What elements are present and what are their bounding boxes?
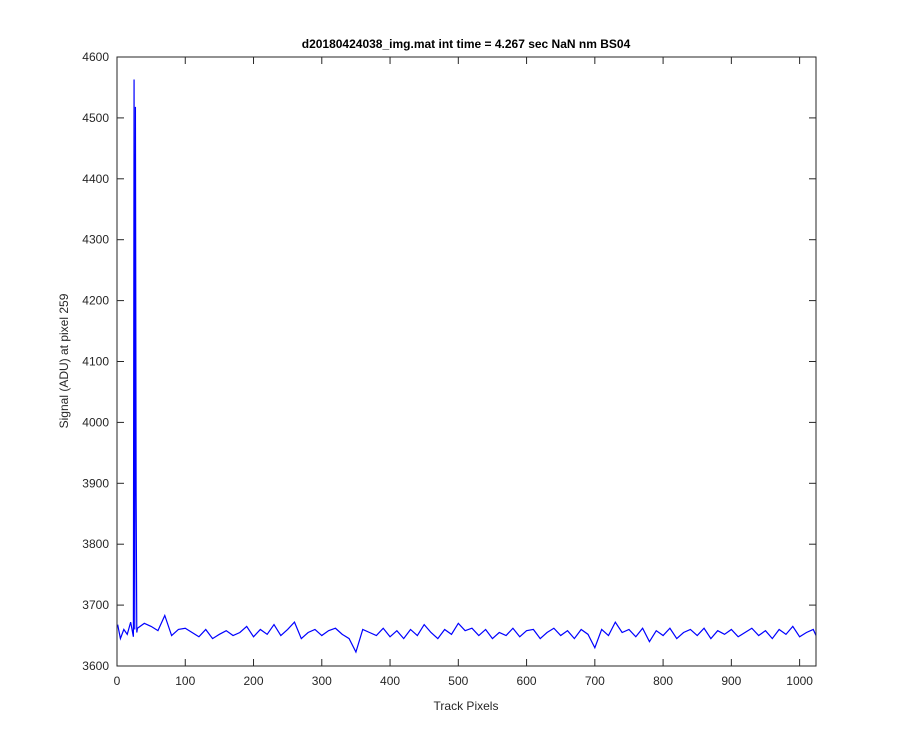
y-tick-label: 4200: [82, 294, 109, 308]
plot-area: [117, 57, 816, 666]
y-tick-label: 3700: [82, 598, 109, 612]
chart-title: d20180424038_img.mat int time = 4.267 se…: [302, 37, 631, 51]
x-tick-label: 100: [175, 674, 195, 688]
y-tick-label: 4600: [82, 50, 109, 64]
x-tick-label: 1000: [786, 674, 813, 688]
y-tick-label: 3900: [82, 476, 109, 490]
y-tick-label: 4100: [82, 355, 109, 369]
y-tick-label: 4300: [82, 233, 109, 247]
y-axis-label: Signal (ADU) at pixel 259: [57, 293, 71, 428]
x-tick-label: 300: [312, 674, 332, 688]
x-tick-label: 800: [653, 674, 673, 688]
x-axis-label: Track Pixels: [434, 699, 499, 713]
x-tick-label: 900: [721, 674, 741, 688]
y-tick-label: 3800: [82, 537, 109, 551]
y-tick-label: 4500: [82, 111, 109, 125]
x-tick-label: 0: [114, 674, 121, 688]
axes-box: [116, 56, 817, 667]
y-tick-label: 3600: [82, 659, 109, 673]
data-line: [117, 79, 817, 654]
x-tick-label: 700: [585, 674, 605, 688]
x-tick-label: 500: [448, 674, 468, 688]
x-tick-label: 400: [380, 674, 400, 688]
y-tick-label: 4000: [82, 415, 109, 429]
y-tick-label: 4400: [82, 172, 109, 186]
x-tick-label: 600: [517, 674, 537, 688]
x-tick-label: 200: [244, 674, 264, 688]
